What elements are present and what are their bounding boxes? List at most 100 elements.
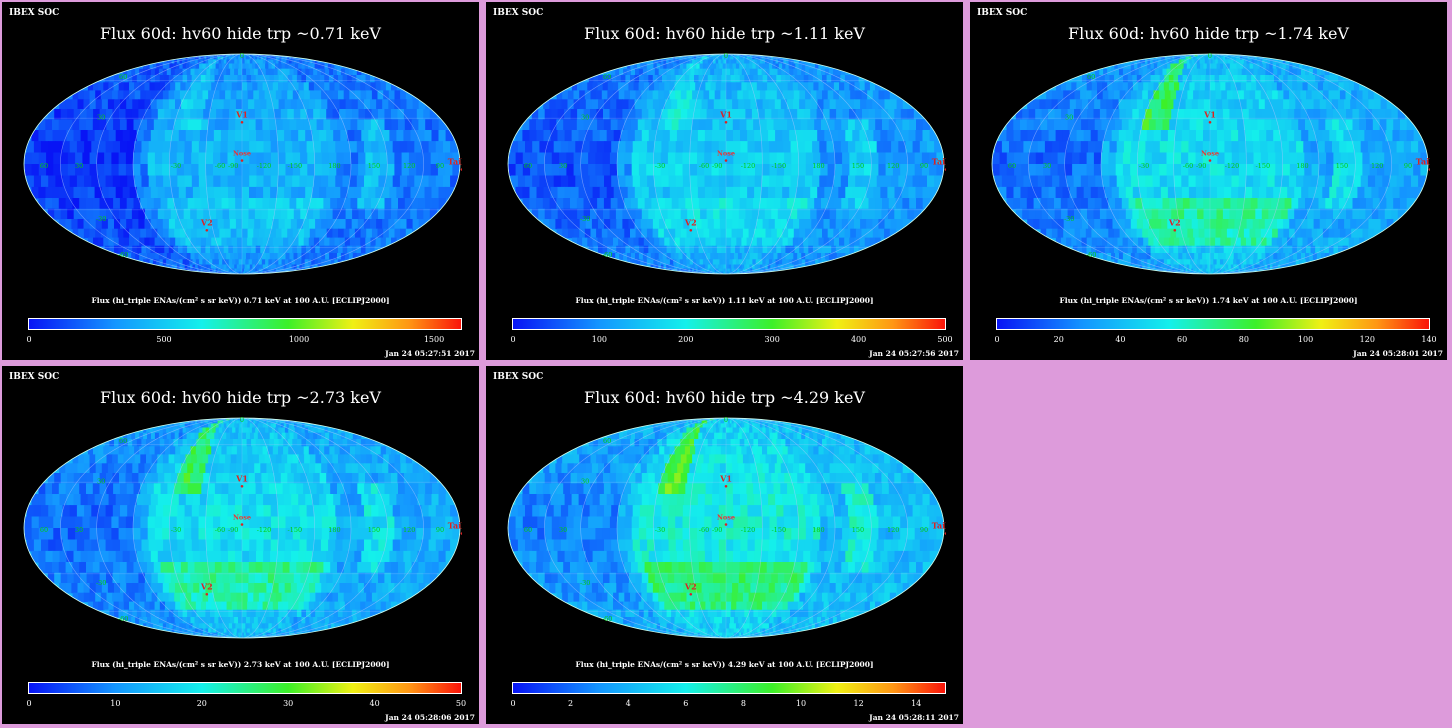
flux-pixel — [360, 228, 367, 239]
flux-pixel — [185, 63, 190, 70]
flux-pixel — [377, 90, 384, 100]
flux-pixel — [208, 198, 216, 210]
flux-pixel — [738, 219, 745, 230]
flux-pixel — [713, 208, 721, 220]
flux-pixel — [292, 175, 300, 188]
flux-pixel — [1206, 63, 1211, 70]
flux-pixel — [707, 75, 713, 83]
flux-pixel — [1210, 119, 1218, 131]
flux-pixel — [1099, 109, 1107, 120]
flux-pixel — [174, 119, 182, 131]
flux-pixel — [1246, 152, 1255, 165]
flux-pixel — [648, 245, 654, 254]
flux-pixel — [1099, 208, 1107, 220]
flux-pixel — [1406, 130, 1415, 142]
flux-pixel — [745, 54, 747, 57]
flux-pixel — [747, 164, 756, 177]
flux-pixel — [1145, 141, 1154, 154]
flux-pixel — [816, 208, 824, 220]
flux-pixel — [421, 141, 430, 154]
flux-pixel — [1236, 54, 1238, 57]
flux-pixel — [1159, 175, 1168, 188]
flux-pixel — [1339, 175, 1347, 188]
flux-pixel — [777, 82, 784, 91]
flux-pixel — [1413, 152, 1422, 165]
flux-pixel — [749, 54, 752, 57]
flux-pixel — [291, 130, 299, 142]
flux-pixel — [306, 175, 315, 188]
flux-pixel — [895, 119, 903, 131]
flux-pixel — [421, 175, 430, 188]
flux-pixel — [771, 90, 778, 100]
flux-pixel — [1372, 119, 1381, 131]
flux-pixel — [740, 54, 743, 57]
flux-pixel — [1215, 82, 1221, 91]
flux-pixel — [159, 259, 164, 266]
meridian-label: -30 — [171, 162, 181, 170]
flux-pixel — [429, 208, 437, 220]
flux-pixel — [401, 164, 410, 177]
flux-pixel — [742, 268, 746, 273]
flux-pixel — [799, 99, 806, 110]
flux-pixel — [266, 99, 274, 110]
flux-pixel — [741, 68, 747, 76]
flux-pixel — [650, 59, 654, 65]
flux-pixel — [1274, 175, 1283, 188]
flux-pixel — [150, 75, 156, 83]
flux-pixel — [317, 68, 322, 76]
flux-pixel — [1189, 82, 1196, 91]
flux-pixel — [1277, 219, 1284, 230]
flux-pixel — [164, 130, 173, 142]
flux-pixel — [771, 228, 778, 239]
flux-pixel — [1050, 152, 1059, 165]
flux-pixel — [255, 54, 258, 57]
flux-pixel — [378, 109, 386, 120]
flux-pixel — [1237, 198, 1245, 210]
flux-pixel — [1153, 130, 1162, 142]
flux-pixel — [1274, 141, 1283, 154]
flux-pixel — [740, 175, 749, 188]
flux-pixel — [337, 68, 342, 76]
flux-pixel — [690, 130, 699, 142]
flux-pixel — [675, 175, 684, 188]
flux-pixel — [638, 152, 647, 165]
flux-pixel — [752, 259, 757, 266]
flux-pixel — [881, 208, 889, 220]
flux-pixel — [308, 259, 312, 266]
flux-pixel — [243, 56, 247, 60]
flux-pixel — [633, 82, 640, 91]
flux-pixel — [184, 59, 188, 65]
flux-pixel — [543, 186, 552, 199]
flux-pixel — [817, 130, 825, 142]
flux-pixel — [344, 253, 350, 260]
flux-pixel — [1342, 75, 1348, 83]
flux-pixel — [811, 219, 818, 230]
flux-pixel — [334, 237, 341, 247]
flux-pixel — [38, 119, 46, 131]
flux-pixel — [785, 75, 791, 83]
flux-pixel — [321, 90, 328, 100]
flux-pixel — [772, 237, 778, 247]
flux-pixel — [138, 109, 146, 120]
flux-pixel — [765, 59, 769, 65]
flux-pixel — [333, 245, 339, 254]
flux-pixel — [1287, 75, 1293, 83]
flux-pixel — [1269, 68, 1274, 76]
flux-pixel — [1198, 90, 1205, 100]
flux-pixel — [678, 253, 684, 260]
flux-pixel — [1403, 141, 1412, 154]
flux-pixel — [693, 63, 697, 70]
flux-pixel — [794, 245, 800, 254]
flux-pixel — [761, 56, 765, 60]
flux-pixel — [229, 208, 237, 220]
meridian-label: -90 — [712, 162, 722, 170]
flux-pixel — [258, 56, 262, 60]
flux-pixel — [707, 56, 710, 60]
flux-pixel — [204, 268, 207, 273]
flux-pixel — [874, 109, 882, 120]
flux-pixel — [676, 63, 681, 70]
flux-pixel — [934, 141, 942, 154]
flux-pixel — [817, 253, 822, 260]
flux-pixel — [53, 164, 62, 177]
flux-pixel — [338, 90, 345, 100]
